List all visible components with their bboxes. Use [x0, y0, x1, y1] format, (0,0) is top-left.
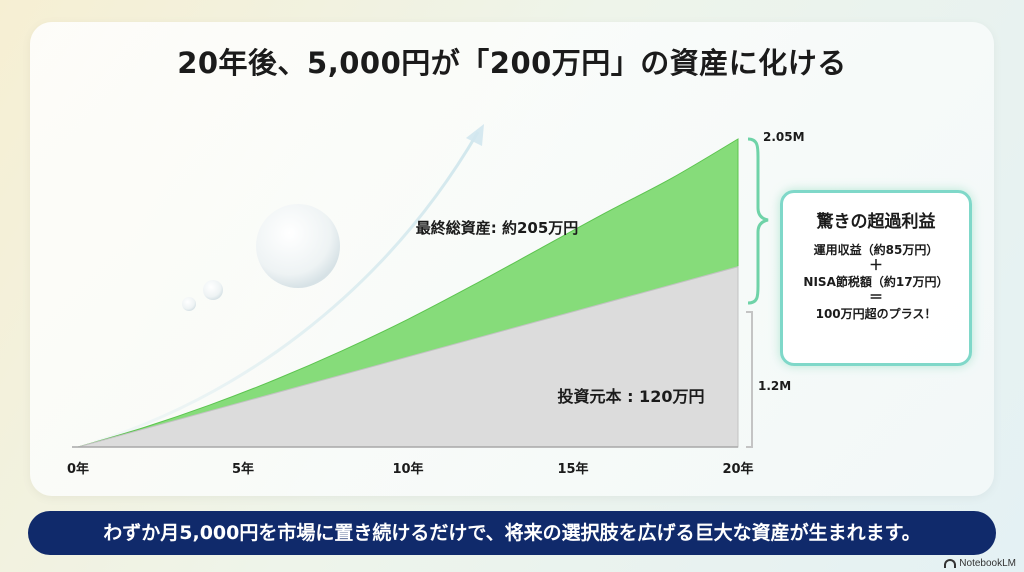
- notebooklm-logo-icon: [944, 559, 957, 568]
- axis-brackets: [746, 137, 769, 448]
- summary-banner: わずか月5,000円を市場に置き続けるだけで、将来の選択肢を広げる巨大な資産が生…: [28, 511, 996, 555]
- x-tick-label: 5年: [232, 461, 254, 477]
- growth-arrow-icon: [94, 131, 480, 444]
- bubble-small: [182, 297, 196, 311]
- x-tick-label: 0年: [67, 461, 89, 477]
- decorations: [94, 124, 484, 444]
- brand-watermark: NotebookLM: [944, 558, 1016, 569]
- page-title: 20年後、5,000円が「200万円」の資産に化ける: [177, 46, 847, 80]
- total-asset-label: 最終総資産: 約205万円: [416, 219, 579, 237]
- total-bracket-icon: [747, 137, 769, 305]
- principal-bracket-icon: [746, 311, 753, 448]
- callout-tax-saving: NISA節税額（約17万円）: [803, 275, 949, 289]
- bubble-medium: [203, 280, 223, 300]
- principal-label: 投資元本 : 120万円: [558, 387, 705, 406]
- x-tick-label: 15年: [557, 461, 588, 477]
- callout-investment-gain: 運用収益（約85万円）: [813, 243, 939, 257]
- callout-title: 驚きの超過利益: [816, 212, 936, 232]
- bubble-large: [256, 204, 340, 288]
- brand-label: NotebookLM: [959, 558, 1016, 569]
- callout-result: 100万円超のプラス！: [815, 307, 937, 321]
- x-tick-label: 20年: [722, 461, 753, 477]
- excess-profit-callout: 驚きの超過利益 運用収益（約85万円） ＋ NISA節税額（約17万円） ＝ 1…: [780, 190, 972, 366]
- growth-arrow-head-icon: [466, 124, 484, 146]
- principal-area: [77, 266, 739, 448]
- callout-plus: ＋: [869, 258, 883, 274]
- x-tick-label: 10年: [392, 461, 423, 477]
- callout-equals: ＝: [869, 290, 883, 306]
- total-bracket-label: 2.05M: [763, 130, 805, 144]
- principal-bracket-label: 1.2M: [758, 379, 791, 393]
